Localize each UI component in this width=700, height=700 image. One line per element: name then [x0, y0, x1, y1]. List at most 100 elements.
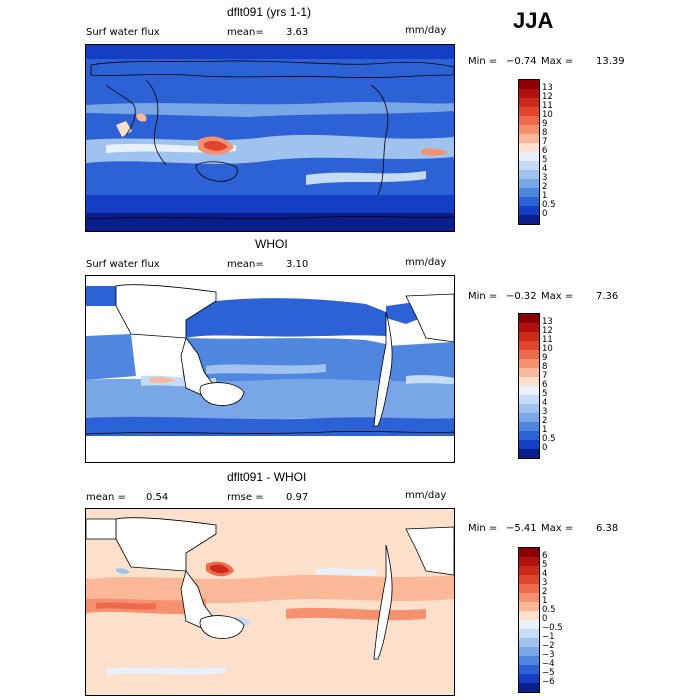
panel-3-colorbar: [518, 547, 540, 693]
colorbar-swatch: [519, 629, 539, 638]
colorbar-swatch: [519, 440, 539, 449]
colorbar-swatch: [519, 125, 539, 134]
panel-2-max-value: 7.36: [596, 291, 619, 302]
panel-3-mean-value: 0.54: [146, 492, 169, 503]
colorbar-swatch: [519, 215, 539, 224]
colorbar-swatch: [519, 98, 539, 107]
colorbar-swatch: [519, 422, 539, 431]
colorbar-swatch: [519, 143, 539, 152]
colorbar-tick-label: 1: [542, 596, 548, 606]
colorbar-swatch: [519, 332, 539, 341]
panel-1-map-plot: [86, 45, 454, 231]
colorbar-tick-label: 3: [542, 173, 548, 183]
panel-2-mean-label: mean=: [227, 259, 264, 270]
colorbar-tick-label: −3: [542, 650, 555, 660]
panel-1-min-label: Min =: [468, 56, 498, 67]
panel-1-mean-label: mean=: [227, 27, 264, 38]
colorbar-swatch: [519, 206, 539, 215]
colorbar-swatch: [519, 647, 539, 656]
panel-1-map: [85, 44, 455, 232]
colorbar-swatch: [519, 566, 539, 575]
colorbar-swatch: [519, 620, 539, 629]
colorbar-swatch: [519, 89, 539, 98]
panel-1-max-label: Max =: [541, 56, 574, 67]
colorbar-swatch: [519, 395, 539, 404]
panel-3-title: dflt091 - WHOI: [227, 470, 307, 484]
season-label: JJA: [513, 8, 554, 33]
colorbar-tick-label: 7: [542, 137, 548, 147]
colorbar-tick-label: 2: [542, 587, 548, 597]
colorbar-tick-label: 5: [542, 155, 548, 165]
panel-1-units: mm/day: [405, 25, 447, 36]
colorbar-tick-label: 1: [542, 191, 548, 201]
colorbar-tick-label: 2: [542, 182, 548, 192]
panel-3-max-label: Max =: [541, 523, 574, 534]
colorbar-tick-label: 13: [542, 83, 553, 93]
colorbar-tick-label: 4: [542, 398, 548, 408]
colorbar-tick-label: 1: [542, 425, 548, 435]
panel-3-max-value: 6.38: [596, 523, 619, 534]
panel-2-map: [85, 275, 455, 463]
panel-1-colorbar: [518, 79, 540, 225]
panel-1-variable-label: Surf water flux: [86, 27, 160, 38]
colorbar-tick-label: 3: [542, 578, 548, 588]
colorbar-swatch: [519, 152, 539, 161]
panel-2-min-value: −0.32: [506, 291, 537, 302]
colorbar-swatch: [519, 161, 539, 170]
colorbar-swatch: [519, 386, 539, 395]
colorbar-tick-label: 2: [542, 416, 548, 426]
panel-3-min-value: −5.41: [506, 523, 537, 534]
colorbar-tick-label: 11: [542, 335, 553, 345]
panel-2-title: WHOI: [255, 237, 288, 251]
colorbar-tick-label: 6: [542, 380, 548, 390]
colorbar-swatch: [519, 323, 539, 332]
panel-3-units: mm/day: [405, 490, 447, 501]
colorbar-swatch: [519, 575, 539, 584]
panel-3-rmse-label: rmse =: [227, 492, 264, 503]
colorbar-swatch: [519, 548, 539, 557]
colorbar-swatch: [519, 449, 539, 458]
colorbar-tick-label: 5: [542, 560, 548, 570]
panel-2-mean-value: 3.10: [286, 259, 309, 270]
colorbar-swatch: [519, 170, 539, 179]
panel-3-rmse-value: 0.97: [286, 492, 309, 503]
panel-2-units: mm/day: [405, 257, 447, 268]
colorbar-tick-label: −5: [542, 668, 555, 678]
colorbar-tick-label: 12: [542, 326, 553, 336]
panel-2-max-label: Max =: [541, 291, 574, 302]
panel-3-map-plot: [86, 509, 454, 695]
colorbar-swatch: [519, 431, 539, 440]
colorbar-swatch: [519, 368, 539, 377]
colorbar-swatch: [519, 584, 539, 593]
colorbar-tick-label: 12: [542, 92, 553, 102]
panel-1-title: dflt091 (yrs 1-1): [227, 5, 312, 19]
colorbar-swatch: [519, 656, 539, 665]
colorbar-tick-label: 8: [542, 362, 548, 372]
colorbar-swatch: [519, 116, 539, 125]
panel-1-max-value: 13.39: [596, 56, 625, 67]
colorbar-swatch: [519, 134, 539, 143]
colorbar-swatch: [519, 602, 539, 611]
colorbar-tick-label: 5: [542, 389, 548, 399]
panel-2-colorbar: [518, 313, 540, 459]
colorbar-tick-label: −0.5: [542, 623, 563, 633]
colorbar-tick-label: 0.5: [542, 200, 556, 210]
colorbar-swatch: [519, 593, 539, 602]
colorbar-tick-label: 0.5: [542, 605, 556, 615]
panel-2-map-plot: [86, 276, 454, 462]
panel-1-mean-value: 3.63: [286, 27, 309, 38]
panel-3-mean-label: mean =: [86, 492, 126, 503]
colorbar-tick-label: 8: [542, 128, 548, 138]
panel-3-min-label: Min =: [468, 523, 498, 534]
colorbar-swatch: [519, 314, 539, 323]
colorbar-swatch: [519, 638, 539, 647]
colorbar-swatch: [519, 377, 539, 386]
colorbar-tick-label: 10: [542, 110, 553, 120]
colorbar-tick-label: 9: [542, 353, 548, 363]
colorbar-tick-label: 3: [542, 407, 548, 417]
colorbar-swatch: [519, 683, 539, 692]
colorbar-swatch: [519, 107, 539, 116]
colorbar-swatch: [519, 611, 539, 620]
colorbar-tick-label: 6: [542, 146, 548, 156]
colorbar-swatch: [519, 179, 539, 188]
